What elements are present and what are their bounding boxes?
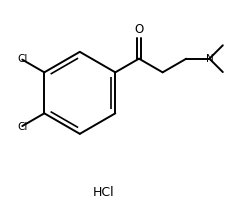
Text: Cl: Cl xyxy=(17,54,28,64)
Text: Cl: Cl xyxy=(17,122,28,132)
Text: O: O xyxy=(134,23,143,36)
Text: N: N xyxy=(206,54,213,64)
Text: HCl: HCl xyxy=(93,186,115,199)
